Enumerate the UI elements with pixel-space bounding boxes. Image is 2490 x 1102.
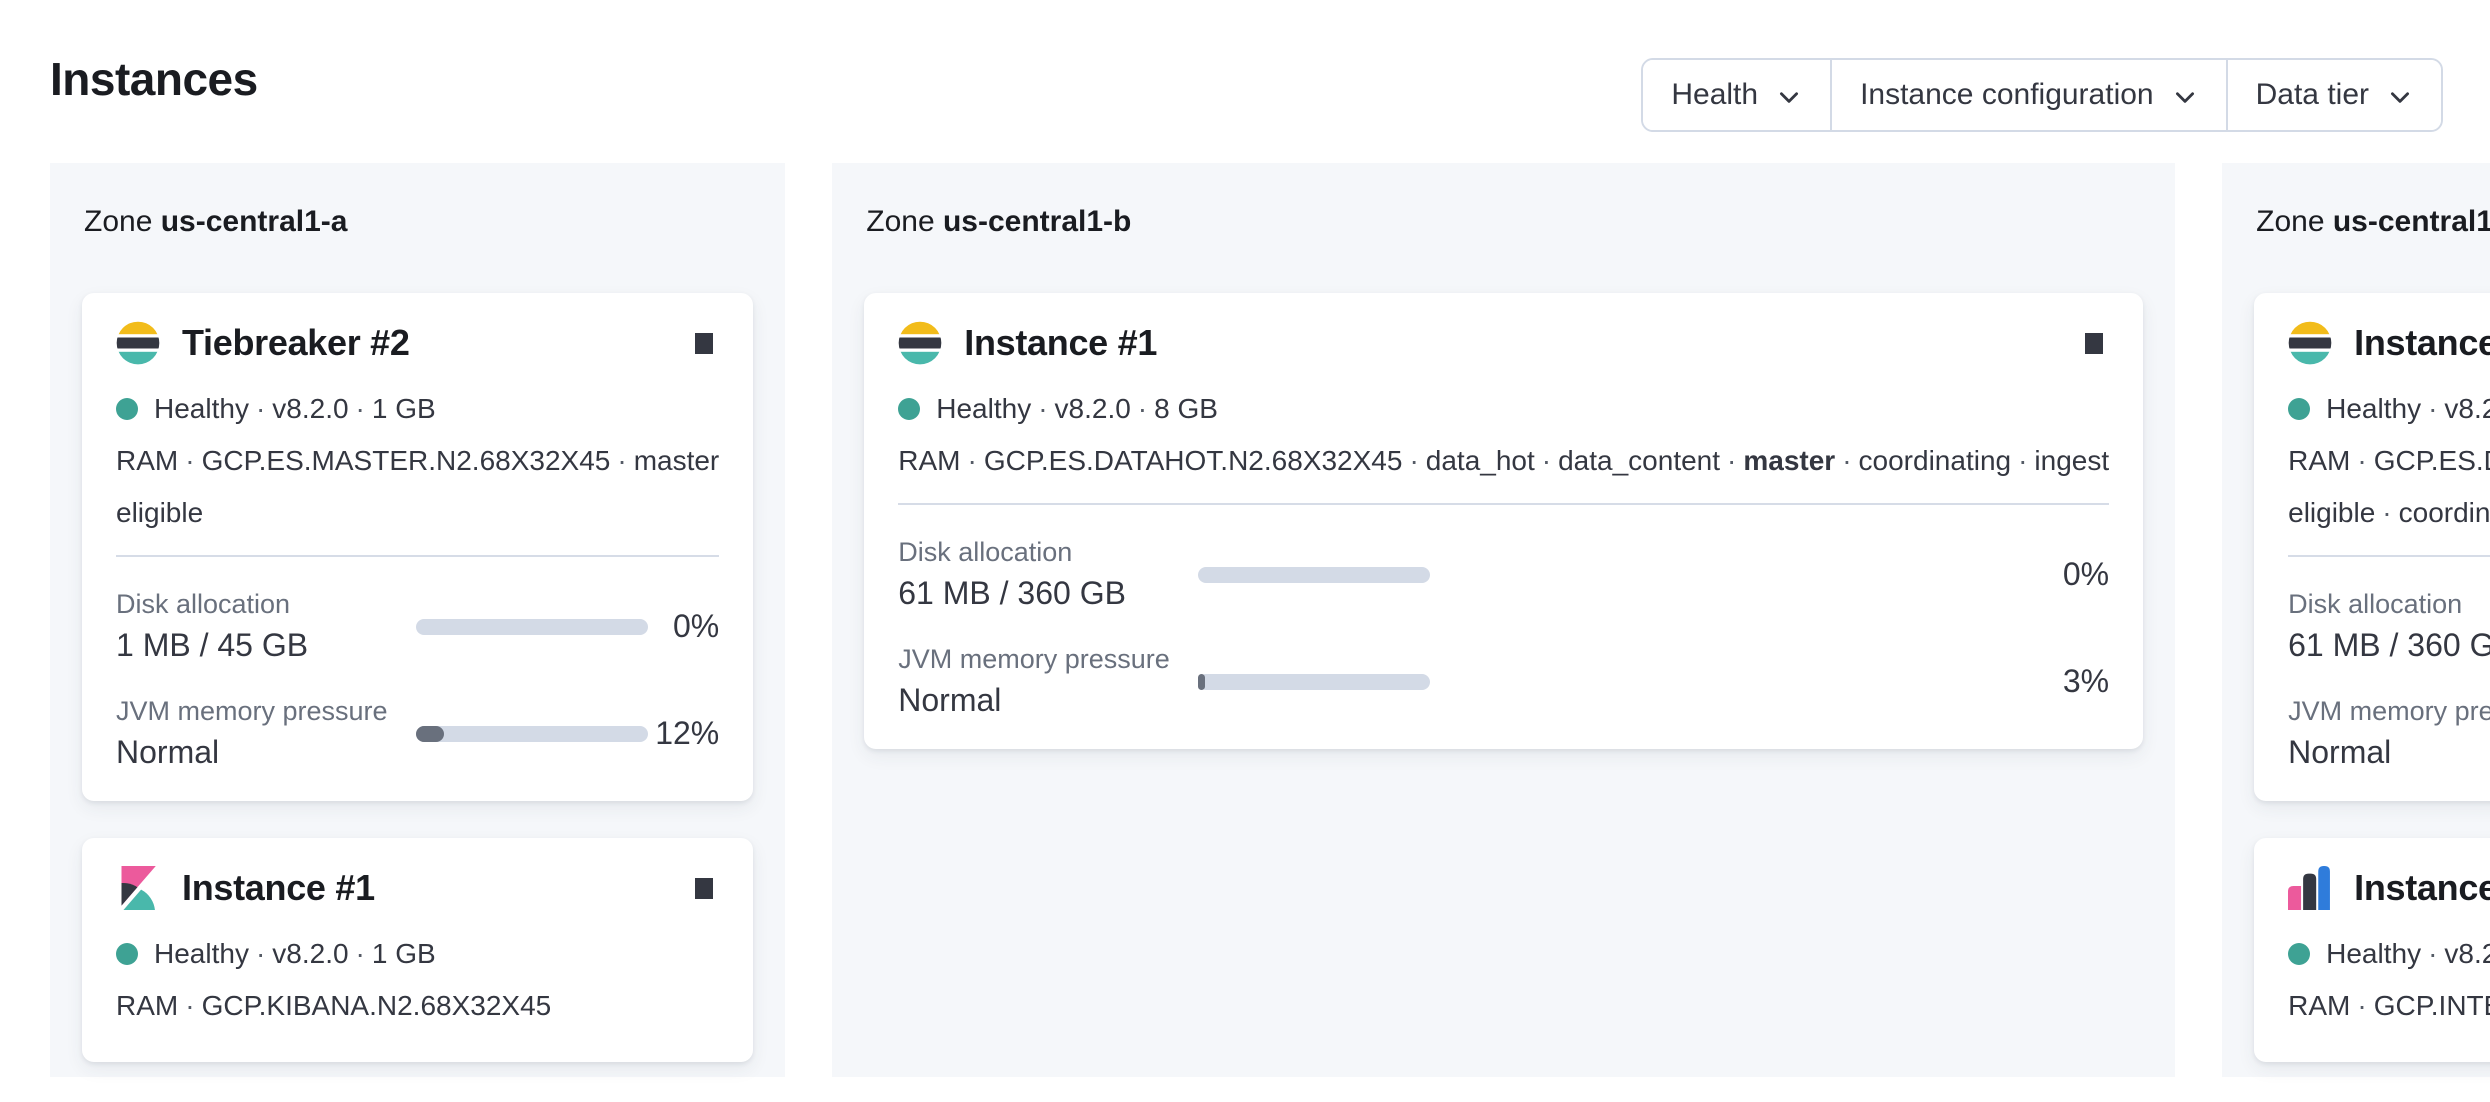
metric-value: 61 MB / 360 GB bbox=[898, 575, 1126, 611]
health-status-dot bbox=[2288, 943, 2311, 965]
metric-value: 1 MB / 45 GB bbox=[116, 627, 309, 663]
metric-label: Disk allocation bbox=[2288, 589, 2463, 619]
kebab-menu-button[interactable] bbox=[2079, 332, 2109, 355]
metric-label: JVM memory pressure bbox=[2288, 696, 2490, 726]
instance-title: Tiebreaker #2 bbox=[182, 322, 410, 363]
filter-button-instance-configuration[interactable]: Instance configuration bbox=[1830, 60, 2226, 130]
instance-card-integrations-0: Instance #0 Healthy·v8.2.0·1 GB RAM·GCP.… bbox=[2254, 838, 2490, 1062]
filter-button-label: Data tier bbox=[2255, 78, 2369, 111]
instance-card-kibana-1: Instance #1 Healthy · v8.2.0 · 1 GB RAM · GCP.… bbox=[82, 838, 754, 1062]
disk-allocation-metric: Disk allocation 61 MB / 360 GB 0% bbox=[2288, 589, 2490, 664]
metric-label: JVM memory pressure bbox=[116, 696, 388, 726]
instance-title: Instance #1 bbox=[182, 867, 375, 908]
filter-button-label: Instance configuration bbox=[1860, 78, 2154, 111]
jvm-memory-metric: JVM memory pressure Normal 3% bbox=[898, 644, 2109, 719]
kebab-menu-button[interactable] bbox=[689, 332, 719, 355]
zone-name: us-central1-c bbox=[2332, 205, 2490, 238]
instance-title: Instance #0 bbox=[2354, 867, 2490, 908]
zone-panel-us-central1-a: Zone us-central1-a Tiebreaker #2 Healthy… bbox=[50, 163, 786, 1077]
instance-meta: Healthy · v8.2.0 · 1 GB RAM · GCP.KIBANA.N2.68… bbox=[116, 938, 552, 1021]
divider bbox=[2288, 555, 2490, 557]
instance-card-es-0: Instance #0 Healthy·v8.2.0·8 GB RAM·GCP.… bbox=[2254, 293, 2490, 801]
health-status-dot bbox=[898, 398, 921, 420]
metric-value: 61 MB / 360 GB bbox=[2288, 627, 2490, 663]
disk-allocation-metric: Disk allocation 61 MB / 360 GB 0% bbox=[898, 537, 2109, 612]
jvm-memory-metric: JVM memory pressure Normal 2% bbox=[2288, 696, 2490, 771]
metric-percent: 0% bbox=[2062, 556, 2110, 592]
metric-value: Normal bbox=[2288, 734, 2392, 770]
zone-name: us-central1-b bbox=[942, 205, 1132, 238]
zone-title: Zone us-central1-a bbox=[84, 205, 348, 238]
disk-allocation-metric: Disk allocation 1 MB / 45 GB 0% bbox=[116, 589, 719, 664]
zone-title: Zone us-central1-b bbox=[866, 205, 1132, 238]
elasticsearch-logo-icon bbox=[2288, 321, 2332, 365]
instance-card-tiebreaker-2: Tiebreaker #2 Healthy · v8.2.0 · 1 GB RAM · GC… bbox=[82, 293, 754, 801]
progress-fill bbox=[1198, 673, 1206, 690]
boxes-vertical-icon bbox=[695, 332, 714, 354]
health-status-dot bbox=[2288, 398, 2311, 420]
instance-title: Instance #0 bbox=[2354, 322, 2490, 363]
instance-meta: Healthy·v8.2.0·1 GB RAM·GCP.INTEGRATIONS… bbox=[2288, 938, 2490, 1021]
instance-meta: Healthy · v8.2.0 · 1 GB RAM · GCP.ES.MASTER.N2… bbox=[116, 393, 720, 528]
instance-meta: Healthy·v8.2.0·8 GB RAM·GCP.ES.DATAHOT.N… bbox=[2288, 393, 2490, 528]
boxes-vertical-icon bbox=[695, 877, 714, 899]
kebab-menu-button[interactable] bbox=[689, 877, 719, 900]
metric-value: Normal bbox=[116, 734, 220, 770]
progress-fill bbox=[416, 725, 444, 742]
metric-percent: 12% bbox=[655, 715, 720, 751]
divider bbox=[116, 555, 720, 557]
filter-button-label: Health bbox=[1671, 78, 1759, 111]
chevron-down-icon bbox=[1780, 91, 1799, 103]
page-title: Instances bbox=[50, 53, 258, 105]
instance-title: Instance #1 bbox=[964, 322, 1158, 363]
jvm-progress-bar bbox=[1198, 673, 1431, 690]
chevron-down-icon bbox=[2175, 91, 2194, 103]
metric-label: Disk allocation bbox=[116, 589, 291, 619]
health-status-dot bbox=[116, 943, 138, 965]
jvm-memory-metric: JVM memory pressure Normal 12% bbox=[116, 696, 719, 771]
zone-name: us-central1-a bbox=[160, 205, 348, 238]
metric-percent: 3% bbox=[2062, 663, 2110, 699]
zone-panel-us-central1-c: Zone us-central1-c Instance #0 Healthy·v… bbox=[2222, 163, 2490, 1077]
metric-label: Disk allocation bbox=[898, 537, 1073, 567]
zones-row: Zone us-central1-a Tiebreaker #2 Healthy… bbox=[50, 163, 2490, 1077]
metric-label: JVM memory pressure bbox=[898, 644, 1170, 674]
kibana-logo-icon bbox=[121, 866, 156, 910]
metric-value: Normal bbox=[898, 682, 1002, 718]
chevron-down-icon bbox=[2391, 91, 2409, 103]
filter-button-data-tier[interactable]: Data tier bbox=[2225, 60, 2441, 130]
metric-percent: 0% bbox=[673, 608, 720, 644]
disk-progress-bar bbox=[1198, 566, 1431, 583]
divider bbox=[898, 503, 2110, 505]
zone-panel-us-central1-b: Zone us-central1-b Instance #1 Healthy · v… bbox=[832, 163, 2176, 1077]
integrations-server-logo-icon bbox=[2288, 866, 2331, 910]
zone-title: Zone us-central1-c bbox=[2256, 205, 2490, 239]
disk-progress-bar bbox=[416, 618, 648, 635]
elasticsearch-logo-icon bbox=[116, 321, 160, 365]
filter-group: Health Instance configuration Data tier bbox=[1641, 58, 2443, 132]
instance-card-es-1: Instance #1 Healthy · v8.2.0 · 8 GB RAM · GCP.… bbox=[864, 293, 2144, 749]
elasticsearch-logo-icon bbox=[898, 321, 942, 365]
boxes-vertical-icon bbox=[2085, 332, 2104, 354]
jvm-progress-bar bbox=[416, 725, 648, 742]
filter-button-health[interactable]: Health bbox=[1643, 60, 1831, 130]
health-status-dot bbox=[116, 398, 138, 420]
instance-meta: Healthy·v8.2.0·8 GB RAM·GCP.ES.DATAHOT.N… bbox=[898, 393, 2110, 476]
